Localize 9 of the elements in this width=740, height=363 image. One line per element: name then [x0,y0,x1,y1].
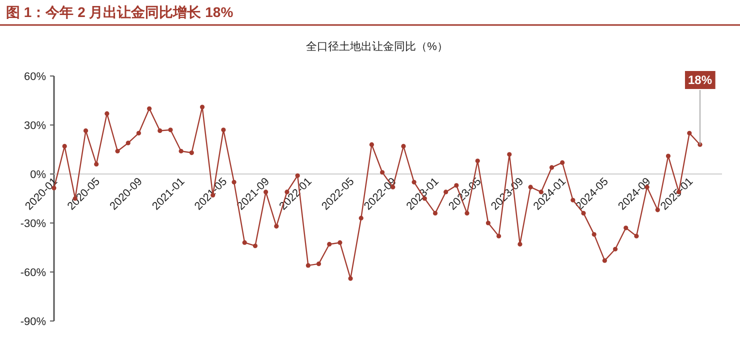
y-tick-label: -90% [20,316,46,328]
data-label: 18% [688,73,712,87]
y-tick-label: 60% [24,71,46,83]
y-tick-label: 30% [24,120,46,132]
chart-title: 图 1：今年 2 月出让金同比增长 18% [6,4,234,20]
y-tick-label: 0% [30,169,46,181]
chart-subtitle: 全口径土地出让金同比（%） [306,40,448,53]
y-tick-label: -60% [20,267,46,279]
y-tick-label: -30% [20,218,46,230]
